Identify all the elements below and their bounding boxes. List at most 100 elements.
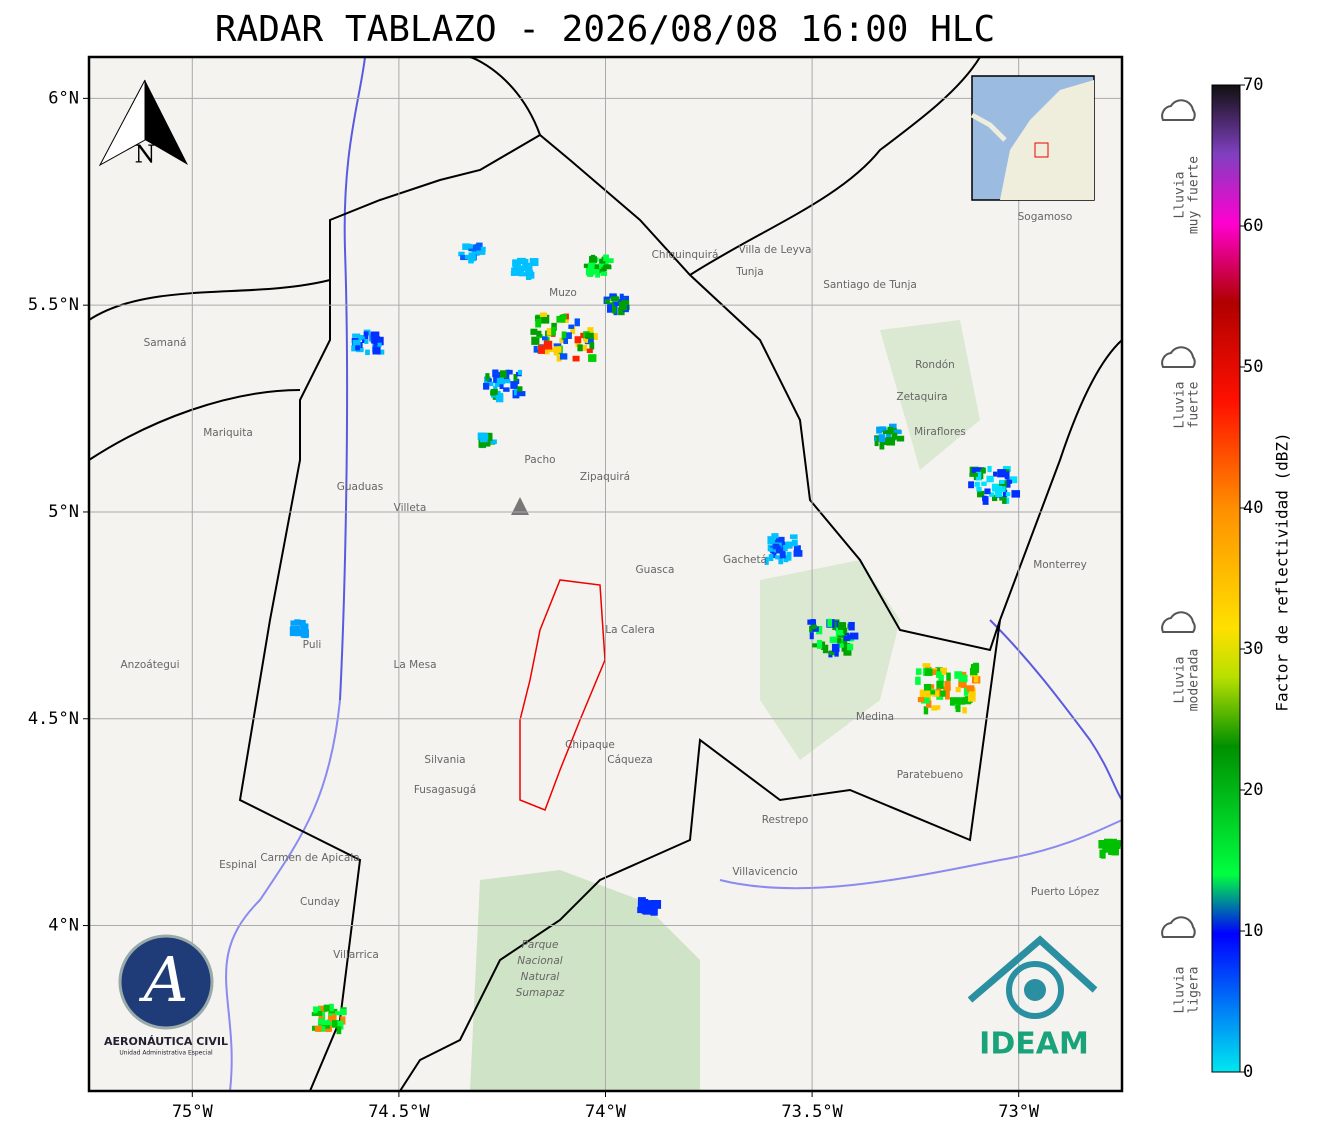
radar-echo [328, 1012, 337, 1020]
colorbar-tick-label: 20 [1243, 780, 1263, 800]
y-tick-label: 4°N [48, 916, 79, 936]
radar-echo [772, 543, 780, 550]
radar-echo [583, 263, 591, 268]
radar-echo [468, 246, 476, 252]
radar-echo [915, 676, 921, 685]
radar-echo [874, 440, 879, 447]
radar-echo [786, 551, 792, 561]
radar-echo [968, 693, 976, 702]
radar-echo [582, 344, 588, 351]
radar-echo [946, 672, 951, 681]
radar-echo [981, 467, 986, 474]
place-label: Medina [856, 711, 894, 723]
radar-echo [528, 265, 533, 274]
radar-echo [584, 337, 594, 345]
radar-echo [637, 897, 646, 906]
radar-echo [587, 327, 594, 334]
aerocivil-emblem-letter: A [139, 943, 189, 1016]
radar-echo [1104, 838, 1112, 847]
radar-echo [516, 257, 526, 264]
radar-echo [546, 328, 552, 336]
radar-echo [477, 246, 486, 252]
park-label: Nacional [517, 955, 562, 967]
radar-echo [531, 336, 540, 345]
radar-echo [612, 301, 621, 307]
radar-echo [779, 541, 786, 547]
radar-echo [876, 426, 883, 434]
aerocivil-subtitle: Unidad Administrativa Especial [119, 1050, 213, 1057]
radar-echo [889, 423, 897, 430]
radar-echo [496, 377, 505, 385]
radar-echo [300, 624, 309, 630]
place-label: Cunday [300, 896, 340, 908]
map-area: Villavicencio Zipaquirá Chiquinquirá Villa … [89, 57, 1122, 1091]
radar-echo [932, 690, 940, 697]
radar-echo [929, 684, 935, 689]
radar-echo [357, 335, 365, 340]
radar-echo [849, 632, 859, 640]
radar-echo [589, 256, 597, 263]
radar-echo [510, 381, 518, 389]
radar-echo [479, 433, 489, 440]
radar-echo [547, 347, 555, 353]
radar-echo [551, 322, 557, 331]
radar-echo [352, 339, 361, 348]
radar-echo [610, 296, 620, 302]
north-label: N [135, 141, 156, 169]
radar-echo [588, 354, 597, 362]
radar-echo [507, 369, 513, 375]
radar-echo [837, 637, 842, 644]
radar-echo [945, 690, 950, 700]
colorbar-tick-label: 10 [1243, 921, 1263, 941]
radar-echo [465, 254, 474, 260]
place-label: Samaná [144, 337, 187, 349]
radar-echo [490, 389, 498, 395]
radar-echo [652, 899, 662, 909]
radar-echo [594, 264, 600, 270]
radar-echo [619, 293, 624, 300]
radar-echo [785, 541, 793, 549]
radar-echo [535, 318, 542, 328]
radar-echo [878, 434, 886, 443]
radar-echo [999, 479, 1005, 485]
radar-echo [647, 903, 656, 909]
radar-echo [526, 271, 535, 279]
radar-echo [482, 438, 491, 447]
radar-echo [591, 267, 600, 275]
aerocivil-emblem [118, 934, 214, 1030]
rain-category-label: muy fuerte [1187, 156, 1202, 234]
radar-echo [827, 618, 833, 627]
radar-echo [843, 627, 848, 634]
radar-echo [534, 315, 540, 322]
radar-echo [468, 255, 474, 264]
radar-echo [460, 255, 468, 261]
radar-echo [577, 344, 583, 352]
weather-icon [1161, 611, 1196, 633]
place-label: Paratebueno [897, 769, 963, 781]
radar-echo [923, 706, 929, 715]
radar-echo [603, 264, 611, 269]
radar-echo [924, 668, 933, 676]
radar-echo [583, 338, 589, 343]
radar-echo [843, 635, 851, 641]
aerocivil-logo: A AERONÁUTICA CIVIL Unidad Administrativ… [104, 934, 228, 1057]
radar-echo [529, 258, 539, 267]
ideam-roof [967, 935, 1098, 1003]
radar-echo [606, 304, 613, 313]
radar-echo [984, 488, 991, 495]
radar-echo [538, 345, 545, 354]
place-label: Puli [303, 639, 322, 651]
radar-echo [882, 429, 888, 435]
radar-echo [618, 301, 627, 311]
place-label: Zetaquira [896, 391, 947, 403]
radar-echo [289, 627, 297, 637]
radar-echo [995, 490, 1003, 498]
radar-echo [931, 705, 938, 711]
ideam-logo: IDEAM [967, 935, 1098, 1062]
radar-echo [811, 624, 817, 630]
radar-echo [955, 704, 961, 713]
radar-echo [954, 671, 963, 679]
radar-echo [764, 556, 769, 565]
radar-echo [650, 906, 658, 916]
radar-echo [492, 369, 499, 378]
